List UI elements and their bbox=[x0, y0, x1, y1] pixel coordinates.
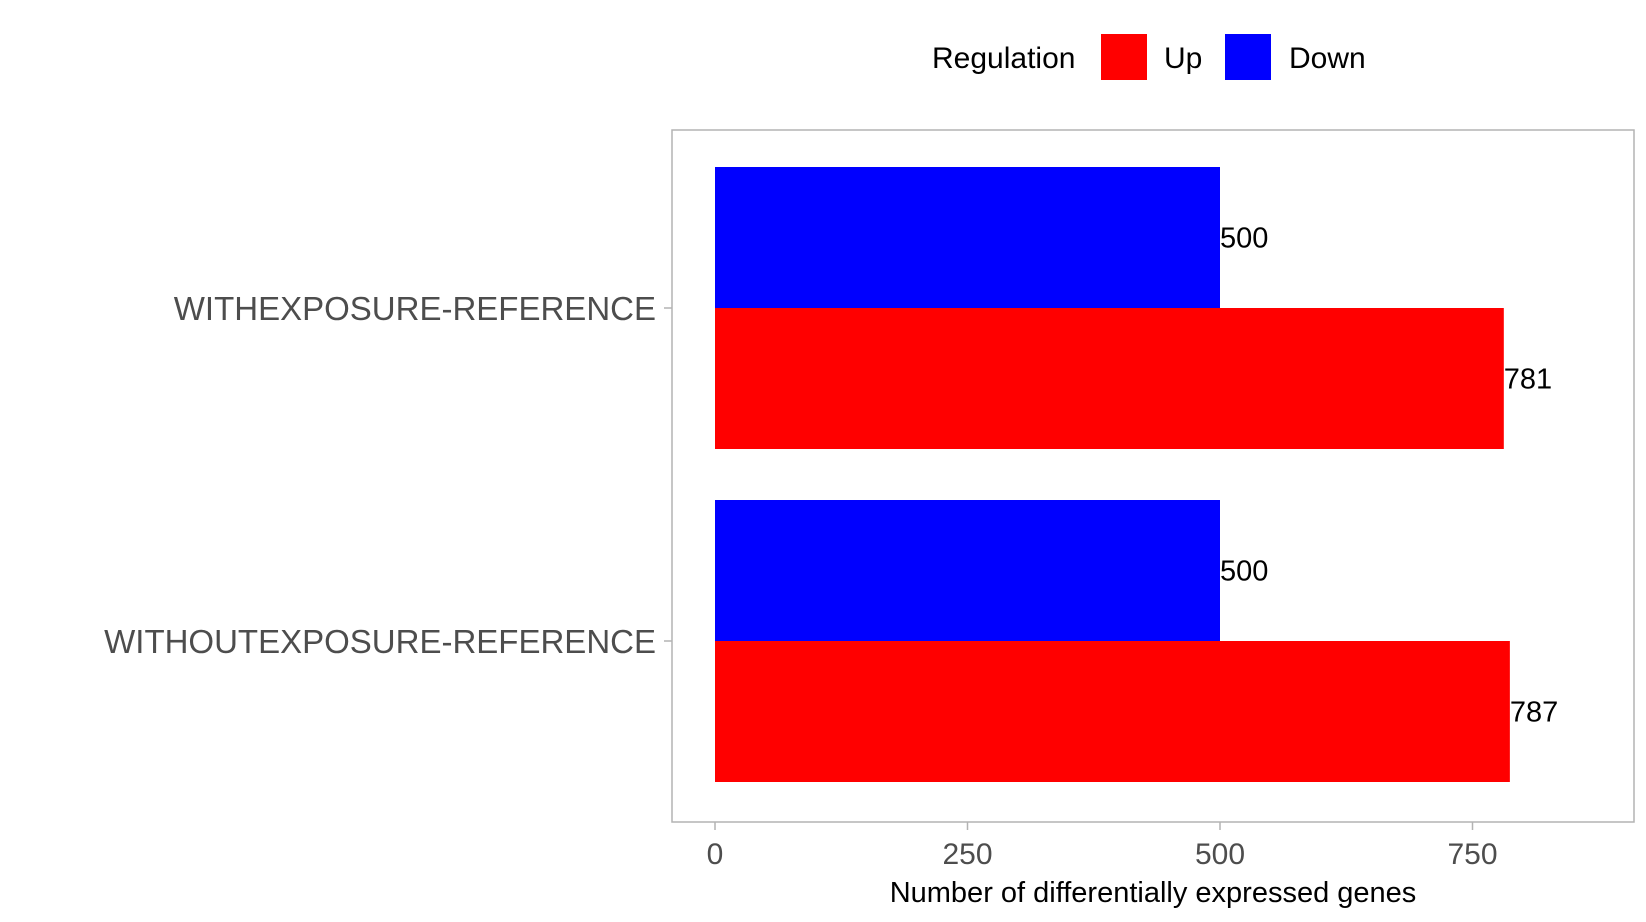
y-tick-label: WITHEXPOSURE-REFERENCE bbox=[174, 290, 656, 327]
bar-down-1 bbox=[715, 167, 1220, 308]
y-tick-label: WITHOUTEXPOSURE-REFERENCE bbox=[104, 623, 656, 660]
data-label-up-1: 781 bbox=[1504, 364, 1552, 396]
x-tick-label: 500 bbox=[1195, 838, 1245, 871]
x-tick-label: 750 bbox=[1447, 838, 1497, 871]
bars-layer: 500 781 500 787 bbox=[715, 167, 1558, 782]
data-label-down-1: 500 bbox=[1220, 223, 1268, 255]
legend-swatch-down bbox=[1225, 34, 1271, 80]
x-tick-label: 0 bbox=[707, 838, 724, 871]
legend-label-down: Down bbox=[1289, 42, 1366, 75]
legend-swatch-up bbox=[1101, 34, 1147, 80]
bar-up-1 bbox=[715, 308, 1504, 449]
data-label-up-2: 787 bbox=[1510, 697, 1558, 729]
legend: Regulation Up Down bbox=[932, 34, 1366, 80]
legend-label-up: Up bbox=[1164, 42, 1202, 75]
data-label-down-2: 500 bbox=[1220, 556, 1268, 588]
legend-title: Regulation bbox=[932, 42, 1075, 75]
x-tick-label: 250 bbox=[942, 838, 992, 871]
axes: WITHEXPOSURE-REFERENCE WITHOUTEXPOSURE-RE… bbox=[104, 290, 1497, 871]
plot-panel-border bbox=[671, 129, 1635, 823]
x-axis-title: Number of differentially expressed genes bbox=[890, 877, 1417, 909]
bar-up-2 bbox=[715, 641, 1510, 782]
bar-down-2 bbox=[715, 500, 1220, 641]
